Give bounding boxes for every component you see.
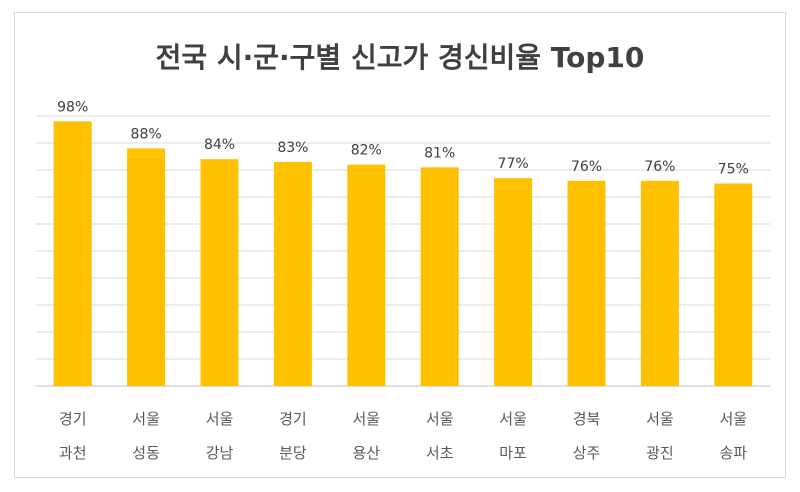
x-tick-label: 서초 xyxy=(426,444,454,462)
bar xyxy=(347,164,386,386)
bars xyxy=(53,121,753,387)
data-label: 81% xyxy=(424,145,455,161)
bar xyxy=(494,178,533,386)
bar xyxy=(714,183,753,386)
x-tick-label: 용산 xyxy=(352,444,380,462)
x-tick-label: 서울 xyxy=(646,410,674,428)
bar xyxy=(200,159,239,386)
bar xyxy=(273,161,312,386)
x-tick-label: 송파 xyxy=(719,444,747,462)
data-label: 75% xyxy=(718,162,749,178)
chart-title: 전국 시·군·구별 신고가 경신비율 Top10 xyxy=(155,41,645,74)
x-tick-label: 강남 xyxy=(206,444,234,462)
data-labels: 98% 88% 84% 83% 82% 81% 77% 76% 76% 75% xyxy=(57,99,749,177)
bar xyxy=(640,180,679,386)
x-tick-label: 과천 xyxy=(59,444,87,462)
data-label: 98% xyxy=(57,99,88,115)
x-tick-label: 마포 xyxy=(499,444,527,462)
x-tick-label: 분당 xyxy=(279,444,307,462)
data-label: 76% xyxy=(571,159,602,175)
x-tick-label: 경기 xyxy=(279,410,307,428)
x-tick-label: 서울 xyxy=(132,410,160,428)
data-label: 84% xyxy=(204,137,235,153)
bar xyxy=(420,167,459,386)
x-tick-label: 성동 xyxy=(132,444,160,462)
x-tick-label: 상주 xyxy=(573,444,601,462)
x-tick-label: 서울 xyxy=(499,410,527,428)
bar xyxy=(53,121,92,387)
x-tick-label: 광진 xyxy=(646,444,674,462)
x-tick-label: 경기 xyxy=(59,410,87,428)
data-label: 83% xyxy=(277,140,308,156)
x-tick-label: 서울 xyxy=(426,410,454,428)
x-tick-label: 서울 xyxy=(719,410,747,428)
data-label: 82% xyxy=(351,143,382,159)
data-label: 76% xyxy=(644,159,675,175)
x-tick-label: 서울 xyxy=(206,410,234,428)
x-tick-label: 경북 xyxy=(573,410,601,428)
data-label: 88% xyxy=(131,126,162,142)
bar xyxy=(127,148,166,386)
x-tick-label: 서울 xyxy=(352,410,380,428)
data-label: 77% xyxy=(498,156,529,172)
bar xyxy=(567,180,606,386)
